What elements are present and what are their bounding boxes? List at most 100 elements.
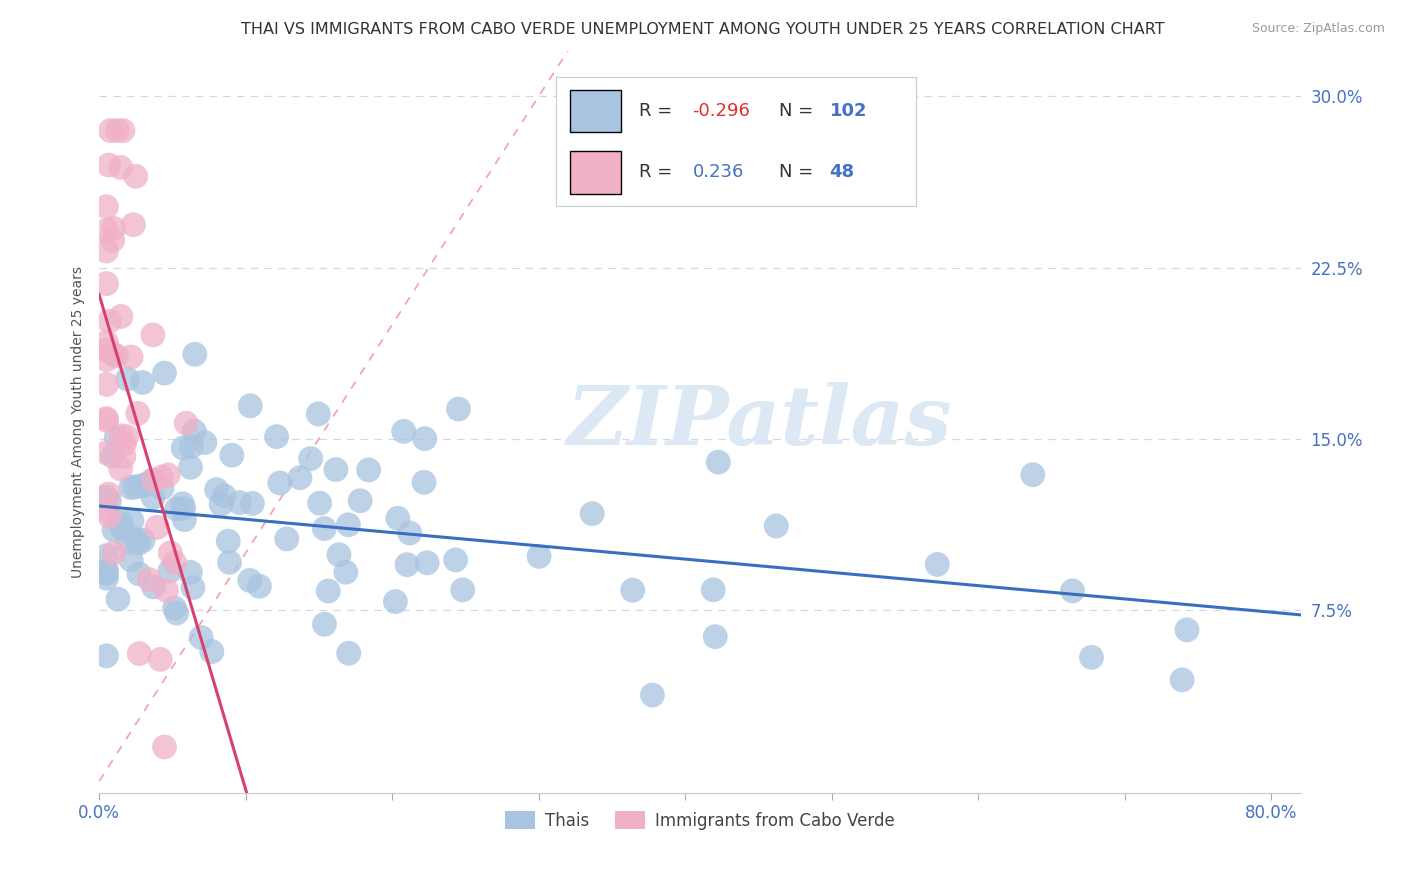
Point	[159, 564, 181, 578]
Point	[142, 474, 165, 488]
Point	[413, 475, 436, 490]
Point	[451, 582, 474, 597]
Point	[129, 479, 152, 493]
Point	[105, 123, 128, 137]
Point	[180, 440, 202, 454]
Point	[765, 519, 787, 533]
Point	[96, 503, 118, 517]
Point	[112, 437, 135, 451]
Point	[413, 432, 436, 446]
Point	[138, 573, 160, 587]
Point	[444, 553, 467, 567]
Point	[172, 441, 194, 455]
Point	[101, 449, 124, 463]
Point	[1171, 673, 1194, 687]
Point	[117, 535, 139, 549]
Point	[288, 471, 311, 485]
Point	[166, 606, 188, 620]
Point	[239, 399, 262, 413]
Point	[96, 571, 118, 585]
Point	[128, 536, 150, 550]
Y-axis label: Unemployment Among Youth under 25 years: Unemployment Among Youth under 25 years	[72, 266, 86, 578]
Point	[120, 553, 142, 567]
Point	[194, 435, 217, 450]
Point	[150, 470, 173, 484]
Point	[96, 648, 118, 663]
Point	[98, 123, 121, 137]
Point	[641, 688, 664, 702]
Point	[110, 516, 132, 530]
Point	[135, 477, 157, 491]
Point	[153, 366, 176, 380]
Point	[166, 502, 188, 516]
Point	[266, 430, 288, 444]
Point	[349, 493, 371, 508]
Point	[621, 583, 644, 598]
Point	[307, 407, 329, 421]
Point	[392, 425, 415, 439]
Point	[209, 497, 232, 511]
Point	[190, 631, 212, 645]
Point	[96, 564, 118, 578]
Point	[112, 450, 135, 464]
Point	[107, 592, 129, 607]
Point	[184, 347, 207, 361]
Point	[110, 462, 132, 476]
Point	[103, 347, 125, 361]
Point	[308, 496, 330, 510]
Point	[396, 558, 419, 572]
Point	[120, 350, 142, 364]
Point	[335, 565, 357, 579]
Point	[179, 460, 201, 475]
Point	[105, 431, 128, 445]
Point	[416, 556, 439, 570]
Point	[398, 526, 420, 541]
Point	[242, 496, 264, 510]
Point	[157, 467, 180, 482]
Point	[96, 413, 118, 427]
Point	[141, 473, 163, 487]
Point	[132, 533, 155, 548]
Point	[337, 646, 360, 660]
Point	[120, 481, 142, 495]
Point	[581, 507, 603, 521]
Point	[127, 406, 149, 420]
Point	[447, 402, 470, 417]
Point	[96, 200, 118, 214]
Point	[325, 462, 347, 476]
Point	[299, 451, 322, 466]
Point	[150, 481, 173, 495]
Point	[218, 555, 240, 569]
Point	[163, 601, 186, 615]
Point	[387, 511, 409, 525]
Point	[228, 495, 250, 509]
Point	[101, 233, 124, 247]
Point	[142, 474, 165, 488]
Point	[173, 513, 195, 527]
Point	[110, 161, 132, 175]
Point	[163, 556, 186, 570]
Point	[927, 558, 949, 572]
Point	[128, 566, 150, 581]
Point	[142, 491, 165, 505]
Point	[97, 158, 120, 172]
Point	[110, 310, 132, 324]
Point	[337, 517, 360, 532]
Point	[221, 448, 243, 462]
Text: ZIPatlas: ZIPatlas	[567, 382, 953, 462]
Point	[131, 376, 153, 390]
Point	[704, 630, 727, 644]
Point	[96, 549, 118, 563]
Point	[205, 483, 228, 497]
Point	[217, 534, 239, 549]
Point	[103, 221, 125, 235]
Point	[159, 546, 181, 560]
Point	[269, 475, 291, 490]
Point	[96, 244, 118, 258]
Point	[124, 480, 146, 494]
Point	[314, 522, 336, 536]
Point	[103, 523, 125, 537]
Point	[174, 416, 197, 430]
Point	[172, 497, 194, 511]
Legend: Thais, Immigrants from Cabo Verde: Thais, Immigrants from Cabo Verde	[499, 805, 901, 837]
